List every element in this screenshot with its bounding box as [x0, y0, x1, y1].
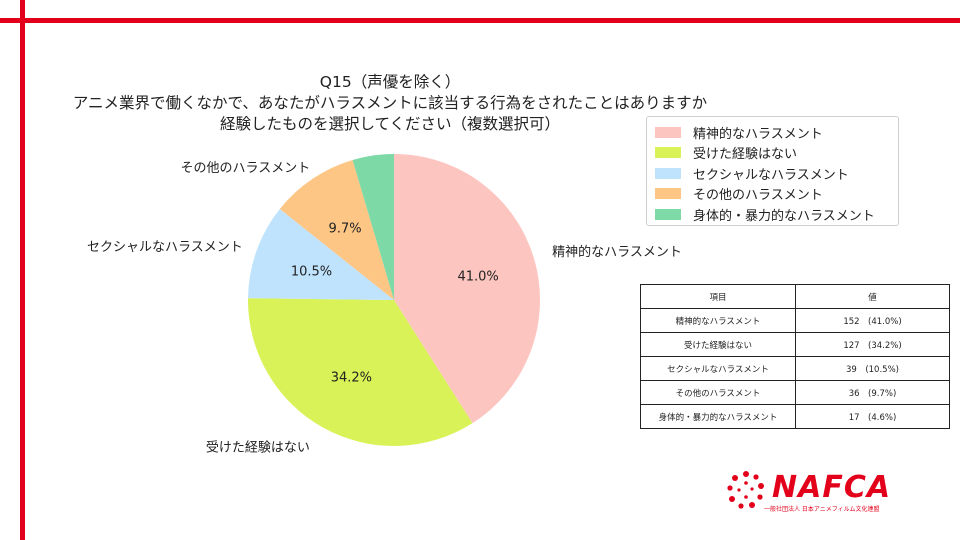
legend-label: その他のハラスメント: [693, 188, 823, 204]
legend-label: セクシャルなハラスメント: [693, 167, 849, 183]
pie-percent-label: 41.0%: [457, 269, 498, 284]
legend-item: 精神的なハラスメント: [655, 122, 898, 143]
legend-swatch: [655, 167, 681, 179]
legend-swatch: [655, 126, 681, 138]
legend-item: 受けた経験はない: [655, 143, 898, 164]
table-cell-value: 152 (41.0%): [795, 308, 950, 333]
table-cell-item: 精神的なハラスメント: [640, 308, 796, 333]
legend-label: 精神的なハラスメント: [693, 126, 823, 142]
legend-label: 身体的・暴力的なハラスメント: [693, 208, 875, 224]
frame-left-bar: [20, 0, 25, 540]
nafca-emblem-icon: [727, 471, 764, 509]
pie-category-label: その他のハラスメント: [181, 161, 311, 176]
table-cell-item: その他のハラスメント: [640, 380, 796, 405]
pie-slice: [279, 160, 394, 300]
table-row: セクシャルなハラスメント 39 (10.5%): [640, 356, 950, 381]
table-row: 身体的・暴力的なハラスメント 17 (4.6%): [640, 404, 950, 429]
legend-label: 受けた経験はない: [693, 147, 798, 163]
nafca-logo: NAFCA 一般社団法人 日本アニメフィルム文化連盟: [724, 468, 924, 518]
pie-category-label: 精神的なハラスメント: [552, 244, 682, 260]
chart-subtitle-line-1: アニメ業界で働くなかで、あなたがハラスメントに該当する行為をされたことはあります…: [72, 94, 708, 112]
pie-slice: [248, 208, 394, 300]
table-row: 受けた経験はない 127 (34.2%): [640, 332, 950, 357]
pie-percent-label: 9.7%: [329, 221, 362, 236]
table-cell-value: 17 (4.6%): [795, 404, 950, 429]
table-header-row: 項目 値: [640, 284, 950, 309]
table-header-item: 項目: [640, 284, 796, 309]
logo-wordmark: NAFCA: [772, 470, 892, 505]
table-row: その他のハラスメント 36 (9.7%): [640, 380, 950, 405]
table-cell-item: 身体的・暴力的なハラスメント: [640, 404, 796, 429]
frame-top-bar: [0, 18, 960, 23]
chart-title-block: Q15（声優を除く） アニメ業界で働くなかで、あなたがハラスメントに該当する行為…: [40, 72, 740, 135]
legend-item: 身体的・暴力的なハラスメント: [655, 204, 898, 225]
chart-subtitle-line-2: 経験したものを選択してください（複数選択可）: [219, 115, 561, 133]
pie-category-label: セクシャルなハラスメント: [87, 240, 243, 255]
legend-swatch: [655, 147, 681, 159]
pie-slice: [394, 154, 540, 424]
data-table: 項目 値 精神的なハラスメント 152 (41.0%) 受けた経験はない 127…: [640, 284, 950, 429]
pie-slice: [352, 154, 394, 300]
table-row: 精神的なハラスメント 152 (41.0%): [640, 308, 950, 333]
pie-percent-label: 34.2%: [331, 371, 372, 386]
table-cell-item: 受けた経験はない: [640, 332, 796, 357]
legend-item: セクシャルなハラスメント: [655, 163, 898, 184]
table-cell-value: 127 (34.2%): [795, 332, 950, 357]
table-cell-item: セクシャルなハラスメント: [640, 356, 796, 381]
table-cell-value: 39 (10.5%): [795, 356, 950, 381]
table-header-value: 値: [795, 284, 950, 309]
logo-subtitle: 一般社団法人 日本アニメフィルム文化連盟: [764, 506, 880, 513]
legend-swatch: [655, 208, 681, 220]
pie-percent-label: 10.5%: [291, 265, 332, 280]
chart-title: Q15（声優を除く）: [319, 73, 461, 91]
legend-swatch: [655, 188, 681, 200]
pie-category-label: 受けた経験はない: [206, 440, 310, 455]
pie-slice: [248, 298, 473, 447]
legend-item: その他のハラスメント: [655, 184, 898, 205]
chart-legend: 精神的なハラスメント 受けた経験はない セクシャルなハラスメント その他のハラス…: [646, 116, 899, 226]
table-cell-value: 36 (9.7%): [795, 380, 950, 405]
